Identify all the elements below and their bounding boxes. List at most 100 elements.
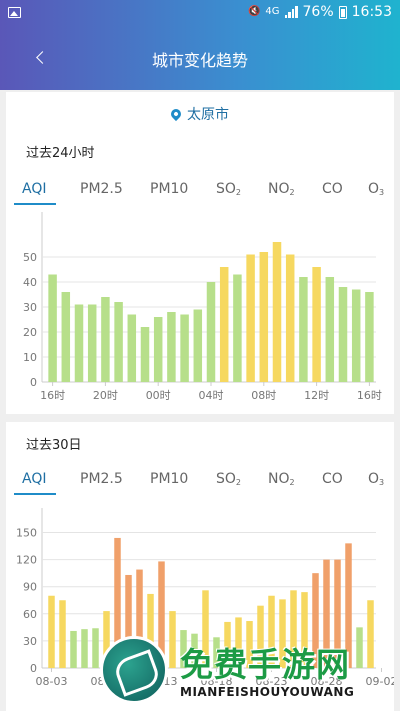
tab-co[interactable]: CO	[322, 471, 343, 487]
tab-label: AQI	[22, 471, 47, 487]
bar[interactable]	[365, 292, 374, 382]
signal-icon	[284, 6, 298, 18]
y-tick-label: 10	[23, 351, 37, 364]
battery-percent: 76%	[302, 4, 334, 20]
tab-aqi[interactable]: AQI	[22, 471, 46, 487]
bar[interactable]	[125, 574, 132, 668]
x-tick-label: 04时	[199, 389, 224, 402]
x-tick-label: 08-18	[201, 675, 233, 688]
clock: 16:53	[351, 4, 392, 20]
y-tick-label: 120	[16, 554, 37, 567]
bar[interactable]	[290, 590, 297, 668]
bar[interactable]	[356, 627, 363, 668]
bar[interactable]	[147, 593, 154, 668]
bar[interactable]	[259, 252, 269, 382]
bar[interactable]	[202, 590, 209, 668]
bar[interactable]	[61, 292, 71, 382]
bar[interactable]	[268, 595, 275, 668]
tab-label: AQI	[22, 181, 47, 197]
tab-aqi[interactable]: AQI	[22, 181, 46, 197]
bar[interactable]	[70, 630, 77, 668]
y-tick-label: 60	[23, 608, 37, 621]
bar[interactable]	[334, 559, 341, 668]
tab-o3[interactable]: O3	[368, 471, 384, 487]
bar[interactable]	[272, 242, 282, 382]
image-notification-icon	[8, 7, 21, 18]
x-tick-label: 00时	[146, 389, 171, 402]
tab-pm10[interactable]: PM10	[150, 471, 188, 487]
bar[interactable]	[246, 621, 253, 668]
tab-pm25[interactable]: PM2.5	[80, 471, 123, 487]
bar[interactable]	[351, 289, 361, 383]
bar[interactable]	[48, 595, 55, 668]
bar[interactable]	[114, 537, 121, 668]
tab-subscript: 3	[379, 188, 385, 197]
bar[interactable]	[299, 277, 308, 382]
bar[interactable]	[114, 302, 123, 382]
section-title-24h: 过去24小时	[26, 146, 95, 161]
bar[interactable]	[167, 312, 176, 382]
bar[interactable]	[219, 267, 229, 382]
bar[interactable]	[158, 561, 165, 668]
bar[interactable]	[323, 559, 330, 668]
x-tick-label: 20时	[93, 389, 118, 402]
bar[interactable]	[279, 599, 286, 668]
bar[interactable]	[191, 633, 198, 668]
bar[interactable]	[301, 592, 308, 668]
bar[interactable]	[103, 611, 110, 668]
bar[interactable]	[224, 621, 231, 668]
x-tick-label: 16时	[40, 389, 65, 402]
y-tick-label: 150	[16, 527, 37, 540]
bar[interactable]	[127, 314, 137, 383]
bar[interactable]	[87, 304, 97, 383]
bar[interactable]	[367, 600, 374, 668]
tab-no2[interactable]: NO2	[268, 471, 295, 487]
bar[interactable]	[136, 569, 143, 668]
tab-label: NO	[268, 471, 290, 487]
tab-label: CO	[322, 181, 343, 197]
bar[interactable]	[325, 277, 335, 382]
bar[interactable]	[180, 314, 189, 383]
bar[interactable]	[338, 287, 348, 382]
bar[interactable]	[193, 309, 203, 383]
tab-label: PM2.5	[80, 471, 123, 487]
bar[interactable]	[345, 543, 352, 668]
bar[interactable]	[312, 573, 319, 668]
bar[interactable]	[81, 629, 88, 668]
city-label[interactable]: 太原市	[6, 104, 394, 124]
hourly-aqi-chart: 0 10 20 30 40 50 16时 20时 00时 04时 08时 12时 16时	[23, 212, 382, 402]
y-tick-label: 50	[23, 251, 37, 264]
tab-pm10[interactable]: PM10	[150, 181, 188, 197]
bar[interactable]	[101, 297, 110, 382]
y-tick-label: 40	[23, 276, 37, 289]
bar[interactable]	[233, 274, 242, 383]
bar[interactable]	[257, 605, 264, 668]
bar[interactable]	[59, 600, 66, 668]
network-type: 4G	[265, 6, 280, 17]
tab-o3[interactable]: O3	[368, 181, 384, 197]
bar[interactable]	[92, 628, 99, 668]
bar[interactable]	[213, 637, 220, 668]
bar[interactable]	[153, 317, 163, 382]
x-tick-label: 08-23	[256, 675, 288, 688]
bar[interactable]	[312, 267, 321, 382]
x-tick-label: 08-28	[311, 675, 343, 688]
tab-so2[interactable]: SO2	[216, 471, 241, 487]
bar[interactable]	[285, 254, 295, 383]
bar[interactable]	[140, 327, 150, 382]
tab-so2[interactable]: SO2	[216, 181, 241, 197]
pollutant-tabs-24h: AQI PM2.5 PM10 SO2 NO2 CO O3	[14, 181, 394, 209]
bar[interactable]	[235, 617, 242, 668]
bar[interactable]	[206, 282, 216, 382]
tab-no2[interactable]: NO2	[268, 181, 295, 197]
tab-label: PM2.5	[80, 181, 123, 197]
bar[interactable]	[48, 274, 57, 383]
tab-co[interactable]: CO	[322, 181, 343, 197]
x-tick-label: 12时	[304, 389, 329, 402]
bar[interactable]	[246, 254, 255, 383]
bar[interactable]	[180, 630, 187, 668]
bar[interactable]	[169, 611, 176, 668]
tab-pm25[interactable]: PM2.5	[80, 181, 123, 197]
location-pin-icon	[168, 106, 184, 122]
bar[interactable]	[74, 304, 84, 383]
